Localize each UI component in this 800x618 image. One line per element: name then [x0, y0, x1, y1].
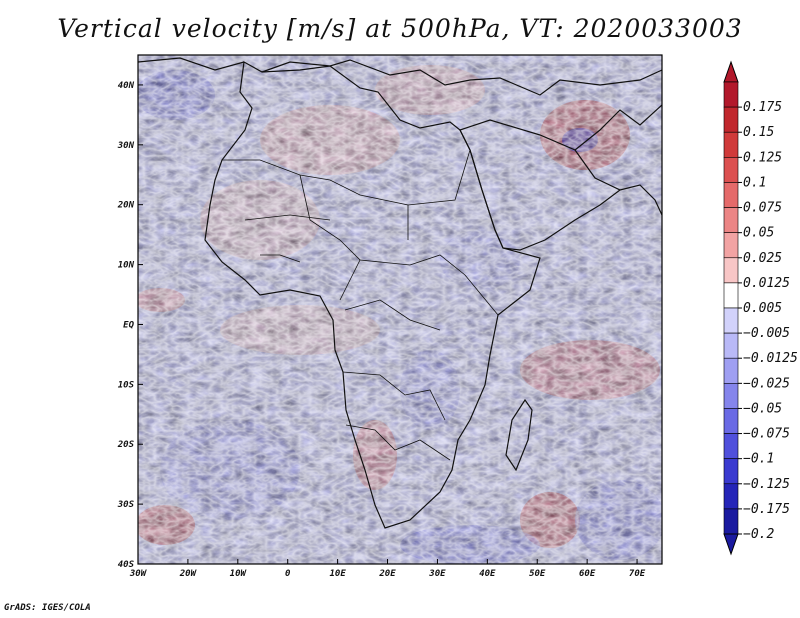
colorbar-label: 0.125 [743, 150, 782, 165]
colorbar-label: −0.1 [743, 452, 774, 467]
y-tick-label: 40S [118, 560, 135, 570]
colorbar-label: 0.075 [743, 201, 782, 216]
colorbar-label: −0.025 [743, 376, 790, 391]
colorbar-label: 0.15 [743, 125, 774, 140]
x-tick-label: 70E [629, 569, 646, 579]
x-tick-label: 30E [428, 569, 446, 579]
colorbar-label: −0.125 [743, 477, 790, 492]
colorbar-swatch [723, 207, 739, 233]
colorbar-swatch [723, 257, 739, 284]
colorbar-swatch [723, 157, 739, 183]
x-tick-label: 40E [479, 569, 496, 579]
colorbar-swatch [723, 232, 739, 259]
x-tick-label: 10E [329, 569, 346, 579]
coastlines [138, 57, 662, 529]
y-tick-label: 20S [117, 440, 135, 450]
chart-title: Vertical velocity [m/s] at 500hPa, VT: 2… [57, 14, 743, 43]
velocity-field [138, 55, 662, 564]
footer-credit: GrADS: IGES/COLA [4, 603, 91, 613]
colorbar-swatch [723, 383, 739, 409]
y-tick-label: 20N [117, 201, 135, 211]
colorbar-swatch [723, 182, 739, 208]
colorbar-swatch [723, 332, 739, 359]
plot-frame [137, 54, 663, 565]
y-axis: 40N 30N 20N 10N EQ 10S 20S 30S 40S [117, 81, 143, 570]
x-axis: 30W 20W 10W 0 10E 20E 30E 40E 50E 60E 70E [129, 559, 646, 579]
x-tick-label: 20E [378, 569, 396, 579]
colorbar-swatch [723, 307, 739, 334]
x-tick-label: 60E [579, 569, 596, 579]
colorbar-swatch [723, 433, 739, 459]
colorbar-swatch [723, 81, 739, 108]
colorbar-label: 0.05 [743, 226, 774, 241]
colorbar-label: −0.075 [743, 427, 790, 442]
colorbar-label: −0.2 [743, 527, 774, 542]
x-tick-label: 30W [129, 569, 148, 579]
y-tick-label: 10S [118, 380, 135, 390]
colorbar-label: −0.005 [743, 326, 790, 341]
colorbar-swatch [723, 357, 739, 384]
y-tick-label: 10N [118, 261, 135, 271]
colorbar-bottom-arrow [723, 533, 739, 556]
colorbar-label: 0.175 [743, 100, 782, 115]
colorbar-swatch [723, 408, 739, 434]
colorbar-top-arrow [723, 60, 739, 83]
colorbar-label: −0.0125 [743, 351, 798, 366]
y-tick-label: 30S [117, 500, 135, 510]
colorbar-swatch [723, 508, 739, 535]
colorbar-swatch [723, 483, 739, 510]
colorbar-label: −0.05 [743, 401, 782, 416]
colorbar-label: −0.175 [743, 502, 790, 517]
x-tick-label: 10W [230, 569, 248, 579]
x-tick-label: 0 [285, 569, 291, 579]
colorbar-label: 0.0125 [743, 276, 790, 291]
colorbar-swatch [723, 131, 739, 158]
x-tick-label: 50E [529, 569, 546, 579]
colorbar: 0.175 0.15 0.125 0.1 0.075 0.05 0.025 0.0125 0.0… [723, 60, 798, 556]
colorbar-swatch [723, 106, 739, 133]
colorbar-label: 0.025 [743, 251, 782, 266]
y-tick-label: 30N [117, 141, 135, 151]
y-tick-label: EQ [123, 320, 134, 330]
colorbar-label: 0.1 [743, 175, 766, 190]
colorbar-swatch [723, 458, 739, 485]
colorbar-swatch [723, 282, 739, 309]
colorbar-label: 0.005 [743, 301, 782, 316]
y-tick-label: 40N [118, 81, 135, 91]
x-tick-label: 20W [179, 569, 198, 579]
